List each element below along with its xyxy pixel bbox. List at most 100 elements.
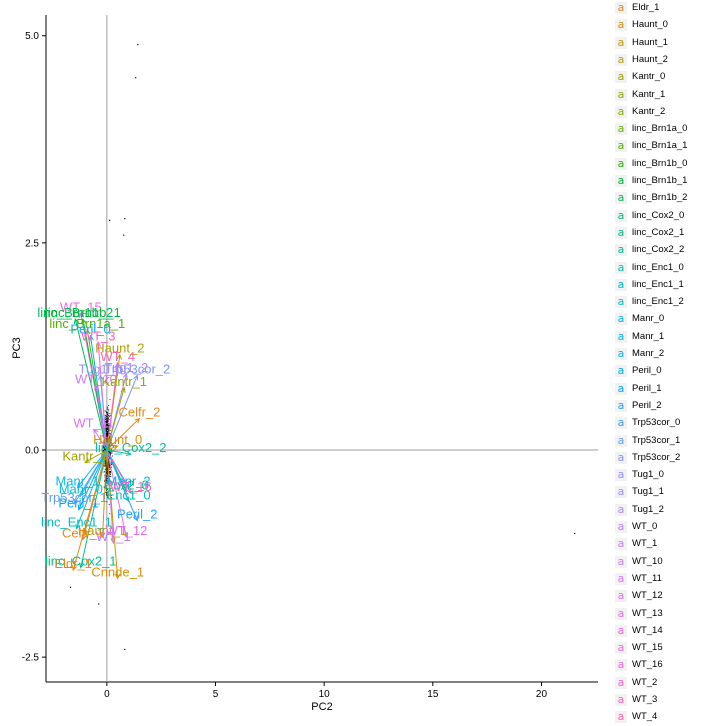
legend-label: linc_Cox2_2 xyxy=(632,244,685,256)
data-point xyxy=(110,441,112,443)
loading-label: WT_16 xyxy=(110,479,152,494)
data-point xyxy=(106,436,107,438)
data-point xyxy=(110,429,112,431)
data-point xyxy=(106,460,108,462)
loading-arrow xyxy=(106,375,138,451)
legend-item: a Kantr_1 xyxy=(612,87,720,104)
data-point xyxy=(108,405,110,407)
loading-arrowhead xyxy=(81,317,87,325)
loading-label: WT_3 xyxy=(81,328,116,343)
data-point xyxy=(105,417,107,419)
data-point xyxy=(106,432,108,434)
data-point xyxy=(109,464,111,466)
loading-label: Manr_0 xyxy=(59,482,103,497)
legend-item: a Manr_1 xyxy=(612,329,720,346)
legend-item: a WT_2 xyxy=(612,675,720,692)
data-point xyxy=(108,504,110,506)
data-point xyxy=(108,429,110,431)
data-point xyxy=(110,463,112,465)
legend-label: Trp53cor_0 xyxy=(632,417,681,429)
data-point xyxy=(102,449,104,451)
loading-arrow xyxy=(106,449,131,455)
legend-item: a linc_Cox2_1 xyxy=(612,225,720,242)
data-point xyxy=(104,463,106,465)
data-point xyxy=(107,427,109,429)
loading-arrowhead xyxy=(116,353,122,360)
data-point xyxy=(105,419,107,420)
data-point xyxy=(110,444,112,446)
data-point xyxy=(107,417,109,419)
legend-key-icon: a xyxy=(614,18,628,33)
data-point xyxy=(105,426,107,428)
loading-label: Cox2_0 xyxy=(104,477,149,492)
loading-arrow xyxy=(75,449,108,529)
data-point xyxy=(104,449,105,450)
data-point xyxy=(104,465,106,467)
legend-item: a WT_14 xyxy=(612,623,720,640)
data-point xyxy=(102,441,104,443)
loading-arrow xyxy=(106,449,132,494)
legend-label: WT_3 xyxy=(632,694,658,705)
data-point xyxy=(107,428,109,430)
data-point xyxy=(109,470,111,472)
data-point xyxy=(106,431,108,432)
outlier-point xyxy=(69,586,72,588)
data-point xyxy=(108,483,110,485)
data-point xyxy=(106,412,108,414)
data-point xyxy=(105,479,107,480)
data-point xyxy=(107,414,109,416)
loading-arrowhead xyxy=(100,532,106,539)
data-point xyxy=(106,415,108,417)
data-point xyxy=(103,450,105,452)
data-point xyxy=(106,406,108,408)
data-point xyxy=(104,421,106,422)
data-point xyxy=(111,497,113,499)
legend-key-icon: a xyxy=(614,623,628,638)
loading-label: WT_10 xyxy=(75,371,117,386)
outlier-point xyxy=(98,603,100,605)
legend-label: WT_1 xyxy=(632,538,658,550)
y-tick-label: 2.5 xyxy=(25,238,39,249)
data-point xyxy=(104,445,106,447)
legend-label: Trp53cor_2 xyxy=(632,451,681,463)
data-point xyxy=(106,414,108,416)
data-point xyxy=(105,460,107,461)
legend-key-icon: a xyxy=(614,450,628,465)
data-point xyxy=(107,480,108,482)
data-point xyxy=(103,439,105,441)
loading-label: Kantr_1 xyxy=(101,374,147,389)
loading-arrowhead xyxy=(98,374,104,381)
legend-label: Peril_2 xyxy=(632,399,662,411)
data-point xyxy=(110,442,112,444)
loading-arrowhead xyxy=(122,532,129,539)
legend-item: a WT_11 xyxy=(612,571,720,588)
loading-arrowhead xyxy=(88,334,94,341)
data-point xyxy=(107,496,109,498)
legend-label: Manr_1 xyxy=(632,330,665,342)
legend-label: Haunt_0 xyxy=(632,19,668,31)
data-point xyxy=(105,429,107,431)
data-point xyxy=(108,469,110,470)
legend-item: a Haunt_0 xyxy=(612,17,720,34)
loading-arrow xyxy=(106,449,119,579)
data-point xyxy=(109,445,111,446)
data-point xyxy=(106,466,108,468)
legend-label: WT_15 xyxy=(632,642,663,654)
data-point xyxy=(106,472,108,474)
legend-key-icon: a xyxy=(614,225,628,240)
loading-arrowhead xyxy=(85,328,91,335)
data-point xyxy=(103,447,105,449)
data-point xyxy=(110,475,112,477)
legend-label: linc_Brn1b_0 xyxy=(632,157,688,169)
data-point xyxy=(107,430,109,432)
legend-item: a Tug1_0 xyxy=(612,467,720,484)
loading-arrowhead xyxy=(112,444,119,450)
data-point xyxy=(110,454,111,456)
data-point xyxy=(110,436,112,438)
data-point xyxy=(105,420,107,422)
loading-label: linc_Cox2_2 xyxy=(95,440,167,455)
x-tick-label: 20 xyxy=(536,689,548,700)
legend-key-icon: a xyxy=(614,606,628,621)
data-point xyxy=(107,417,109,419)
loading-arrowhead xyxy=(120,386,126,393)
